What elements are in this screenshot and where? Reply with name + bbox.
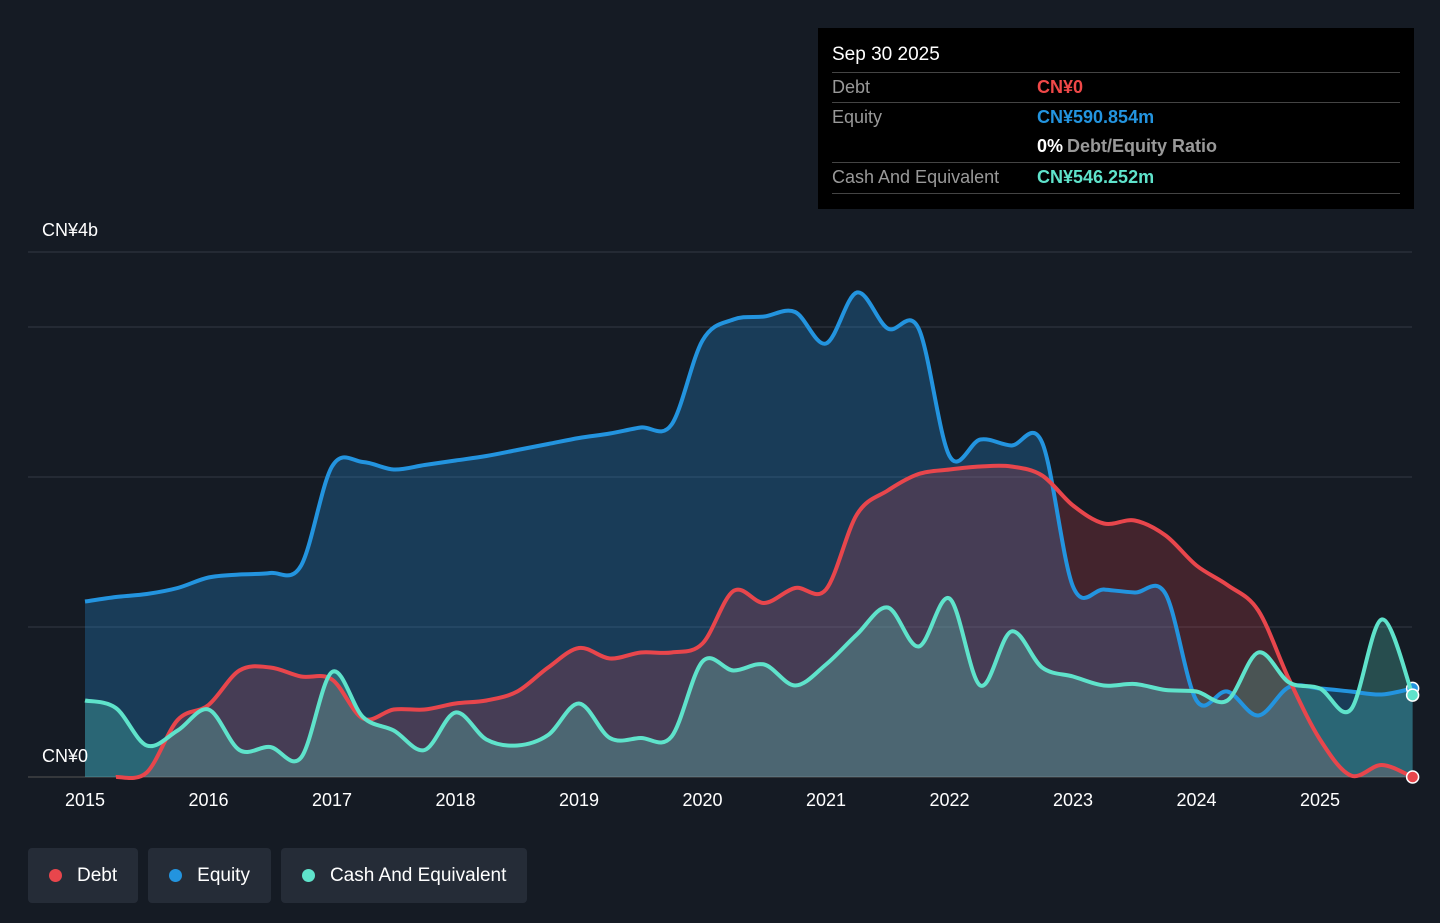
x-tick-label: 2019 bbox=[558, 790, 600, 810]
cash-dot-icon bbox=[301, 869, 315, 882]
x-tick-label: 2023 bbox=[1052, 790, 1094, 810]
cash-end-marker bbox=[1405, 688, 1420, 702]
debt-dot-icon bbox=[49, 869, 62, 882]
tooltip-ratio-value: 0% bbox=[1037, 136, 1064, 156]
tooltip: Sep 30 2025 Debt CN¥0 Equity CN¥590.854m… bbox=[818, 28, 1414, 209]
tooltip-cash-row: Cash And Equivalent CN¥546.252m bbox=[832, 162, 1400, 194]
legend-equity[interactable]: Equity bbox=[148, 848, 271, 903]
x-tick-label: 2022 bbox=[929, 790, 970, 810]
y-label-top: CN¥4b bbox=[42, 220, 99, 240]
tooltip-debt-value: CN¥0 bbox=[1037, 77, 1084, 97]
tooltip-cash-value: CN¥546.252m bbox=[1037, 167, 1155, 187]
debt-end-marker bbox=[1405, 770, 1420, 784]
tooltip-equity-label: Equity bbox=[832, 107, 883, 127]
legend-cash-label: Cash And Equivalent bbox=[329, 864, 507, 886]
cash-line bbox=[84, 596, 1415, 764]
equity-area bbox=[85, 292, 1413, 777]
legend-debt[interactable]: Debt bbox=[28, 848, 139, 903]
equity-line bbox=[84, 290, 1414, 718]
legend-equity-label: Equity bbox=[197, 864, 250, 886]
x-tick-label: 2016 bbox=[188, 790, 229, 810]
debt-line bbox=[115, 463, 1414, 781]
x-tick-label: 2024 bbox=[1176, 790, 1217, 810]
tooltip-equity-value: CN¥590.854m bbox=[1037, 107, 1155, 127]
x-tick-label: 2018 bbox=[435, 790, 476, 810]
legend: Debt Equity Cash And Equivalent bbox=[28, 848, 528, 903]
tooltip-equity-row: Equity CN¥590.854m bbox=[832, 102, 1400, 133]
tooltip-debt-label: Debt bbox=[832, 77, 871, 97]
x-tick-label: 2021 bbox=[805, 790, 847, 810]
debt-area bbox=[115, 465, 1413, 779]
tooltip-ratio-row: 0% Debt/Equity Ratio bbox=[832, 132, 1400, 162]
y-label-zero: CN¥0 bbox=[42, 746, 89, 766]
x-tick-label: 2020 bbox=[682, 790, 723, 810]
tooltip-debt-row: Debt CN¥0 bbox=[832, 72, 1400, 103]
x-tick-label: 2015 bbox=[64, 790, 106, 810]
tooltip-ratio-label: Debt/Equity Ratio bbox=[1067, 136, 1218, 156]
tooltip-cash-label: Cash And Equivalent bbox=[832, 167, 1000, 187]
cash-area bbox=[85, 597, 1413, 777]
legend-cash[interactable]: Cash And Equivalent bbox=[280, 848, 528, 903]
legend-debt-label: Debt bbox=[77, 864, 118, 886]
equity-dot-icon bbox=[169, 869, 183, 882]
x-tick-label: 2017 bbox=[311, 790, 353, 810]
x-tick-label: 2025 bbox=[1299, 790, 1341, 810]
tooltip-date: Sep 30 2025 bbox=[832, 44, 940, 65]
